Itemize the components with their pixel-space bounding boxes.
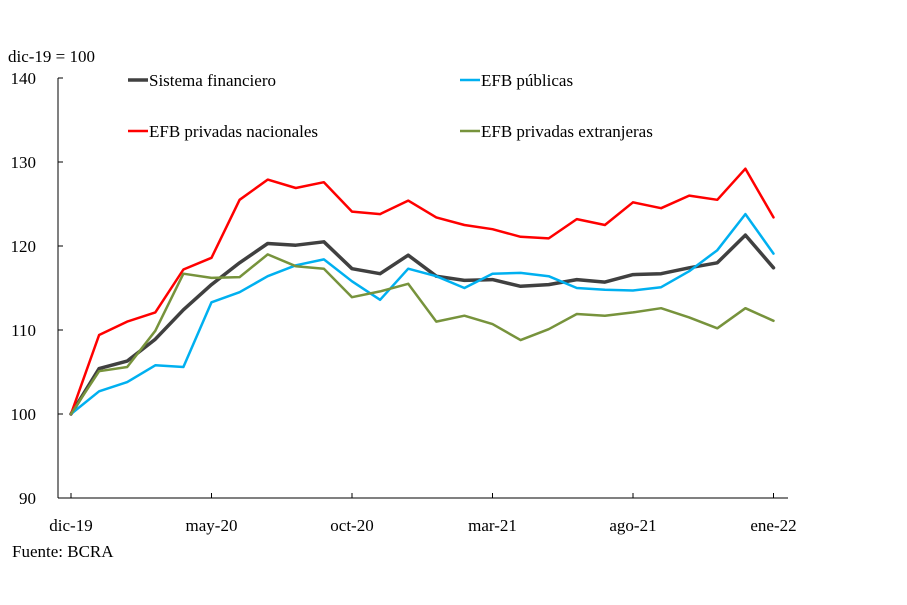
series-line-efb-p-blicas bbox=[69, 212, 775, 416]
legend-label: Sistema financiero bbox=[149, 71, 276, 90]
series-line-sistema-financiero bbox=[69, 233, 776, 416]
y-tick-label: 100 bbox=[11, 405, 37, 424]
series-line-efb-privadas-extranjeras bbox=[69, 253, 775, 416]
legend-label: EFB privadas extranjeras bbox=[481, 122, 653, 141]
legend-label: EFB privadas nacionales bbox=[149, 122, 318, 141]
y-tick-label: 110 bbox=[11, 321, 36, 340]
x-tick-label: oct-20 bbox=[330, 516, 373, 535]
legend-label: EFB públicas bbox=[481, 71, 573, 90]
x-tick-labels: dic-19 may-20 oct-20 mar-21 ago-21 ene-22 bbox=[49, 516, 796, 535]
y-tick-label: 140 bbox=[11, 69, 37, 88]
source-note: Fuente: BCRA bbox=[12, 542, 114, 561]
x-tick-label: ene-22 bbox=[750, 516, 796, 535]
y-tick-label: 130 bbox=[11, 153, 37, 172]
x-tick-label: mar-21 bbox=[468, 516, 517, 535]
x-tick-label: dic-19 bbox=[49, 516, 92, 535]
legend: Sistema financiero EFB públicas EFB privad… bbox=[128, 71, 653, 141]
y-tick-label: 90 bbox=[19, 489, 36, 508]
x-tick-label: may-20 bbox=[186, 516, 238, 535]
axes bbox=[57, 77, 788, 499]
series-line-efb-privadas-nacionales bbox=[69, 167, 775, 416]
y-tick-label: 120 bbox=[11, 237, 37, 256]
series-lines bbox=[69, 167, 776, 416]
y-unit-label: dic-19 = 100 bbox=[8, 47, 95, 66]
x-tick-label: ago-21 bbox=[609, 516, 656, 535]
y-tick-labels: 140 130 120 110 100 90 bbox=[11, 69, 37, 508]
